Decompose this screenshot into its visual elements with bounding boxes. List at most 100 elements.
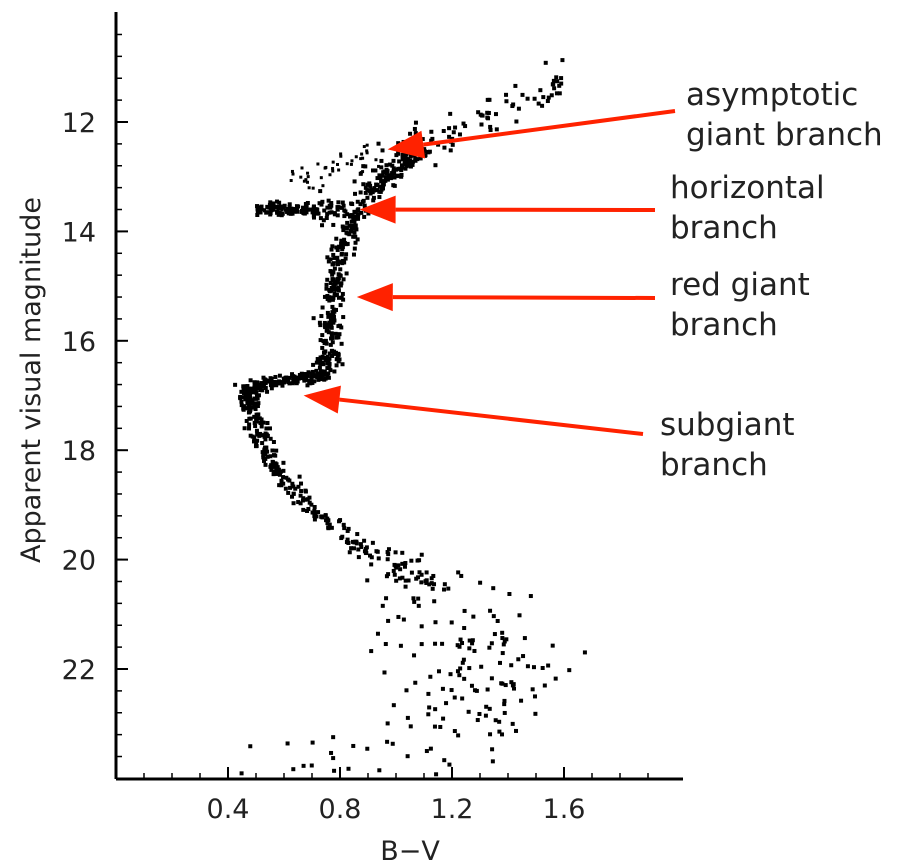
star-point	[329, 247, 334, 252]
star-point	[358, 202, 363, 207]
star-point	[269, 376, 274, 381]
star-point	[433, 641, 438, 646]
star-point	[328, 257, 333, 262]
star-point	[582, 650, 587, 655]
star-point	[310, 369, 315, 374]
star-point	[330, 353, 335, 358]
axes	[114, 12, 683, 781]
star-point	[352, 219, 357, 224]
star-point	[335, 255, 340, 260]
annotation-arrow-shaft	[423, 109, 676, 147]
star-point	[253, 407, 258, 412]
star-point	[398, 166, 403, 171]
star-point	[470, 641, 475, 646]
star-point	[280, 383, 285, 388]
star-point	[356, 216, 361, 221]
star-point	[363, 185, 368, 190]
star-point	[277, 373, 282, 378]
star-point	[497, 729, 502, 734]
star-point	[369, 649, 374, 654]
star-point	[397, 576, 402, 581]
star-point	[269, 386, 274, 391]
star-point	[319, 202, 324, 207]
star-point	[275, 465, 280, 470]
star-point	[325, 361, 330, 366]
star-point	[243, 384, 248, 389]
star-point	[327, 522, 332, 527]
star-point	[426, 691, 431, 696]
star-point	[369, 187, 374, 192]
star-point	[250, 434, 255, 439]
star-point	[400, 155, 405, 160]
star-point	[510, 721, 515, 726]
star-point	[326, 259, 331, 264]
star-point	[408, 154, 413, 159]
star-point	[325, 277, 330, 282]
star-point	[336, 272, 341, 277]
star-point	[255, 212, 260, 217]
star-point	[318, 357, 323, 362]
star-point	[255, 210, 260, 215]
star-point	[331, 282, 336, 287]
star-point	[447, 762, 452, 767]
star-point	[325, 374, 330, 379]
star-point	[385, 739, 390, 744]
star-point	[291, 172, 295, 176]
star-point	[403, 584, 408, 589]
star-point	[331, 314, 336, 319]
star-point	[268, 436, 273, 441]
star-point	[403, 166, 408, 171]
star-point	[412, 126, 417, 131]
star-point	[339, 238, 344, 243]
star-point	[358, 190, 363, 195]
star-point	[327, 364, 332, 369]
star-point	[320, 360, 325, 365]
star-point	[352, 230, 357, 235]
star-point	[320, 305, 325, 310]
star-point	[479, 122, 484, 127]
star-point	[265, 454, 270, 459]
star-point	[328, 324, 333, 329]
annotation-label: branch	[670, 307, 778, 343]
star-point	[407, 158, 412, 163]
star-point	[504, 92, 509, 97]
star-point	[477, 711, 482, 716]
star-point	[279, 478, 284, 483]
star-point	[419, 580, 424, 585]
star-point	[271, 201, 276, 206]
star-point	[514, 728, 519, 733]
star-point	[420, 137, 425, 142]
ticks: 0.4 0.8 1.2 1.6 12 14 16 18 20 22	[62, 33, 649, 825]
star-point	[239, 399, 244, 404]
star-point	[291, 767, 296, 772]
star-point	[319, 376, 324, 381]
star-point	[369, 562, 374, 567]
star-point	[416, 603, 421, 608]
star-point	[343, 241, 348, 246]
star-point	[369, 555, 374, 560]
star-point	[463, 124, 468, 129]
star-point	[382, 670, 387, 675]
star-point	[415, 558, 420, 563]
star-point	[519, 698, 524, 703]
star-point	[452, 695, 457, 700]
star-point	[436, 142, 441, 147]
star-point	[549, 93, 554, 98]
star-point	[261, 455, 266, 460]
star-point	[266, 379, 271, 384]
star-point	[461, 657, 466, 662]
star-point	[328, 318, 333, 323]
star-point	[305, 509, 310, 514]
star-point	[440, 686, 445, 691]
star-point	[490, 747, 495, 752]
star-point	[365, 746, 370, 751]
star-point	[274, 448, 279, 453]
star-point	[502, 698, 507, 703]
star-point	[311, 213, 316, 218]
star-point	[389, 173, 394, 178]
star-point	[239, 403, 244, 408]
star-point	[241, 391, 246, 396]
star-point	[275, 204, 280, 209]
star-point	[275, 210, 280, 215]
star-point	[273, 469, 278, 474]
